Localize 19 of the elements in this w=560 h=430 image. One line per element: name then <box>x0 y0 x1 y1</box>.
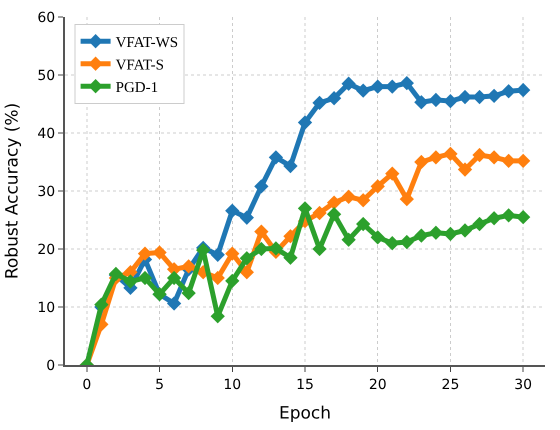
x-tick-label: 0 <box>82 376 92 393</box>
x-axis-title: Epoch <box>278 404 332 424</box>
x-tick-label: 10 <box>223 376 242 393</box>
x-tick-label: 15 <box>296 376 314 393</box>
y-tick-label: 60 <box>37 10 56 26</box>
y-tick-label: 50 <box>37 68 56 84</box>
y-tick-label: 20 <box>37 242 56 258</box>
y-tick-label: 40 <box>37 126 56 142</box>
legend-label: VFAT-S <box>116 58 164 74</box>
y-tick-label: 0 <box>46 358 56 374</box>
x-tick-label: 5 <box>155 376 164 393</box>
x-tick-label: 25 <box>442 376 460 393</box>
x-tick-label: 20 <box>368 376 387 393</box>
legend-label: PGD-1 <box>116 80 158 96</box>
y-tick-label: 30 <box>37 184 56 200</box>
x-tick-label: 30 <box>514 376 532 393</box>
legend-label: VFAT-WS <box>116 35 178 52</box>
y-axis-title: Robust Accuracy (%) <box>2 102 22 280</box>
y-tick-label: 10 <box>37 300 56 316</box>
